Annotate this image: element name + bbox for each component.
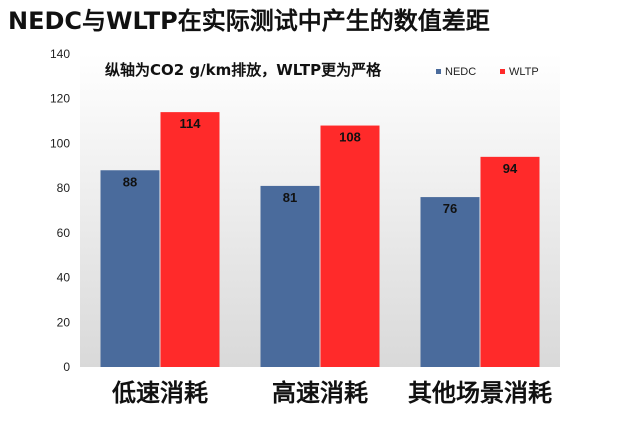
- legend-swatch-nedc: [436, 69, 441, 74]
- data-labels: 88 114 81 108 76 94: [123, 116, 518, 216]
- y-tick-label: 20: [57, 315, 71, 329]
- y-axis-ticks: 0 20 40 60 80 100 120 140: [50, 47, 70, 374]
- data-label-nedc-2: 76: [443, 201, 457, 216]
- bar-wltp-1: [320, 125, 380, 368]
- y-tick-label: 40: [57, 271, 71, 285]
- x-category-label: 高速消耗: [272, 379, 368, 407]
- legend-swatch-wltp: [500, 69, 505, 74]
- x-category-label: 低速消耗: [111, 379, 208, 407]
- chart-subtitle: 纵轴为CO2 g/km排放，WLTP更为严格: [105, 61, 382, 79]
- y-tick-label: 100: [50, 136, 70, 150]
- bar-nedc-1: [260, 185, 320, 367]
- x-axis-labels: 低速消耗 高速消耗 其他场景消耗: [111, 379, 552, 407]
- data-label-wltp-2: 94: [503, 161, 518, 176]
- legend-label-wltp: WLTP: [509, 66, 539, 78]
- bar-nedc-2: [420, 197, 480, 367]
- y-tick-label: 120: [50, 92, 70, 106]
- bar-wltp-0: [160, 112, 220, 367]
- legend: NEDC WLTP: [436, 66, 539, 78]
- plot-area: [80, 54, 560, 367]
- x-category-label: 其他场景消耗: [408, 379, 552, 407]
- y-tick-label: 0: [63, 360, 70, 374]
- data-label-nedc-1: 81: [283, 190, 297, 205]
- chart-title: NEDC与WLTP在实际测试中产生的数值差距: [8, 7, 490, 35]
- bar-wltp-2: [480, 156, 540, 367]
- data-label-nedc-0: 88: [123, 174, 137, 189]
- y-tick-label: 80: [57, 181, 71, 195]
- bar-nedc-0: [100, 170, 160, 367]
- y-tick-label: 60: [57, 226, 71, 240]
- data-label-wltp-1: 108: [339, 130, 361, 145]
- bars: [100, 112, 540, 368]
- y-tick-label: 140: [50, 47, 70, 61]
- data-label-wltp-0: 114: [180, 116, 202, 131]
- legend-label-nedc: NEDC: [445, 66, 476, 78]
